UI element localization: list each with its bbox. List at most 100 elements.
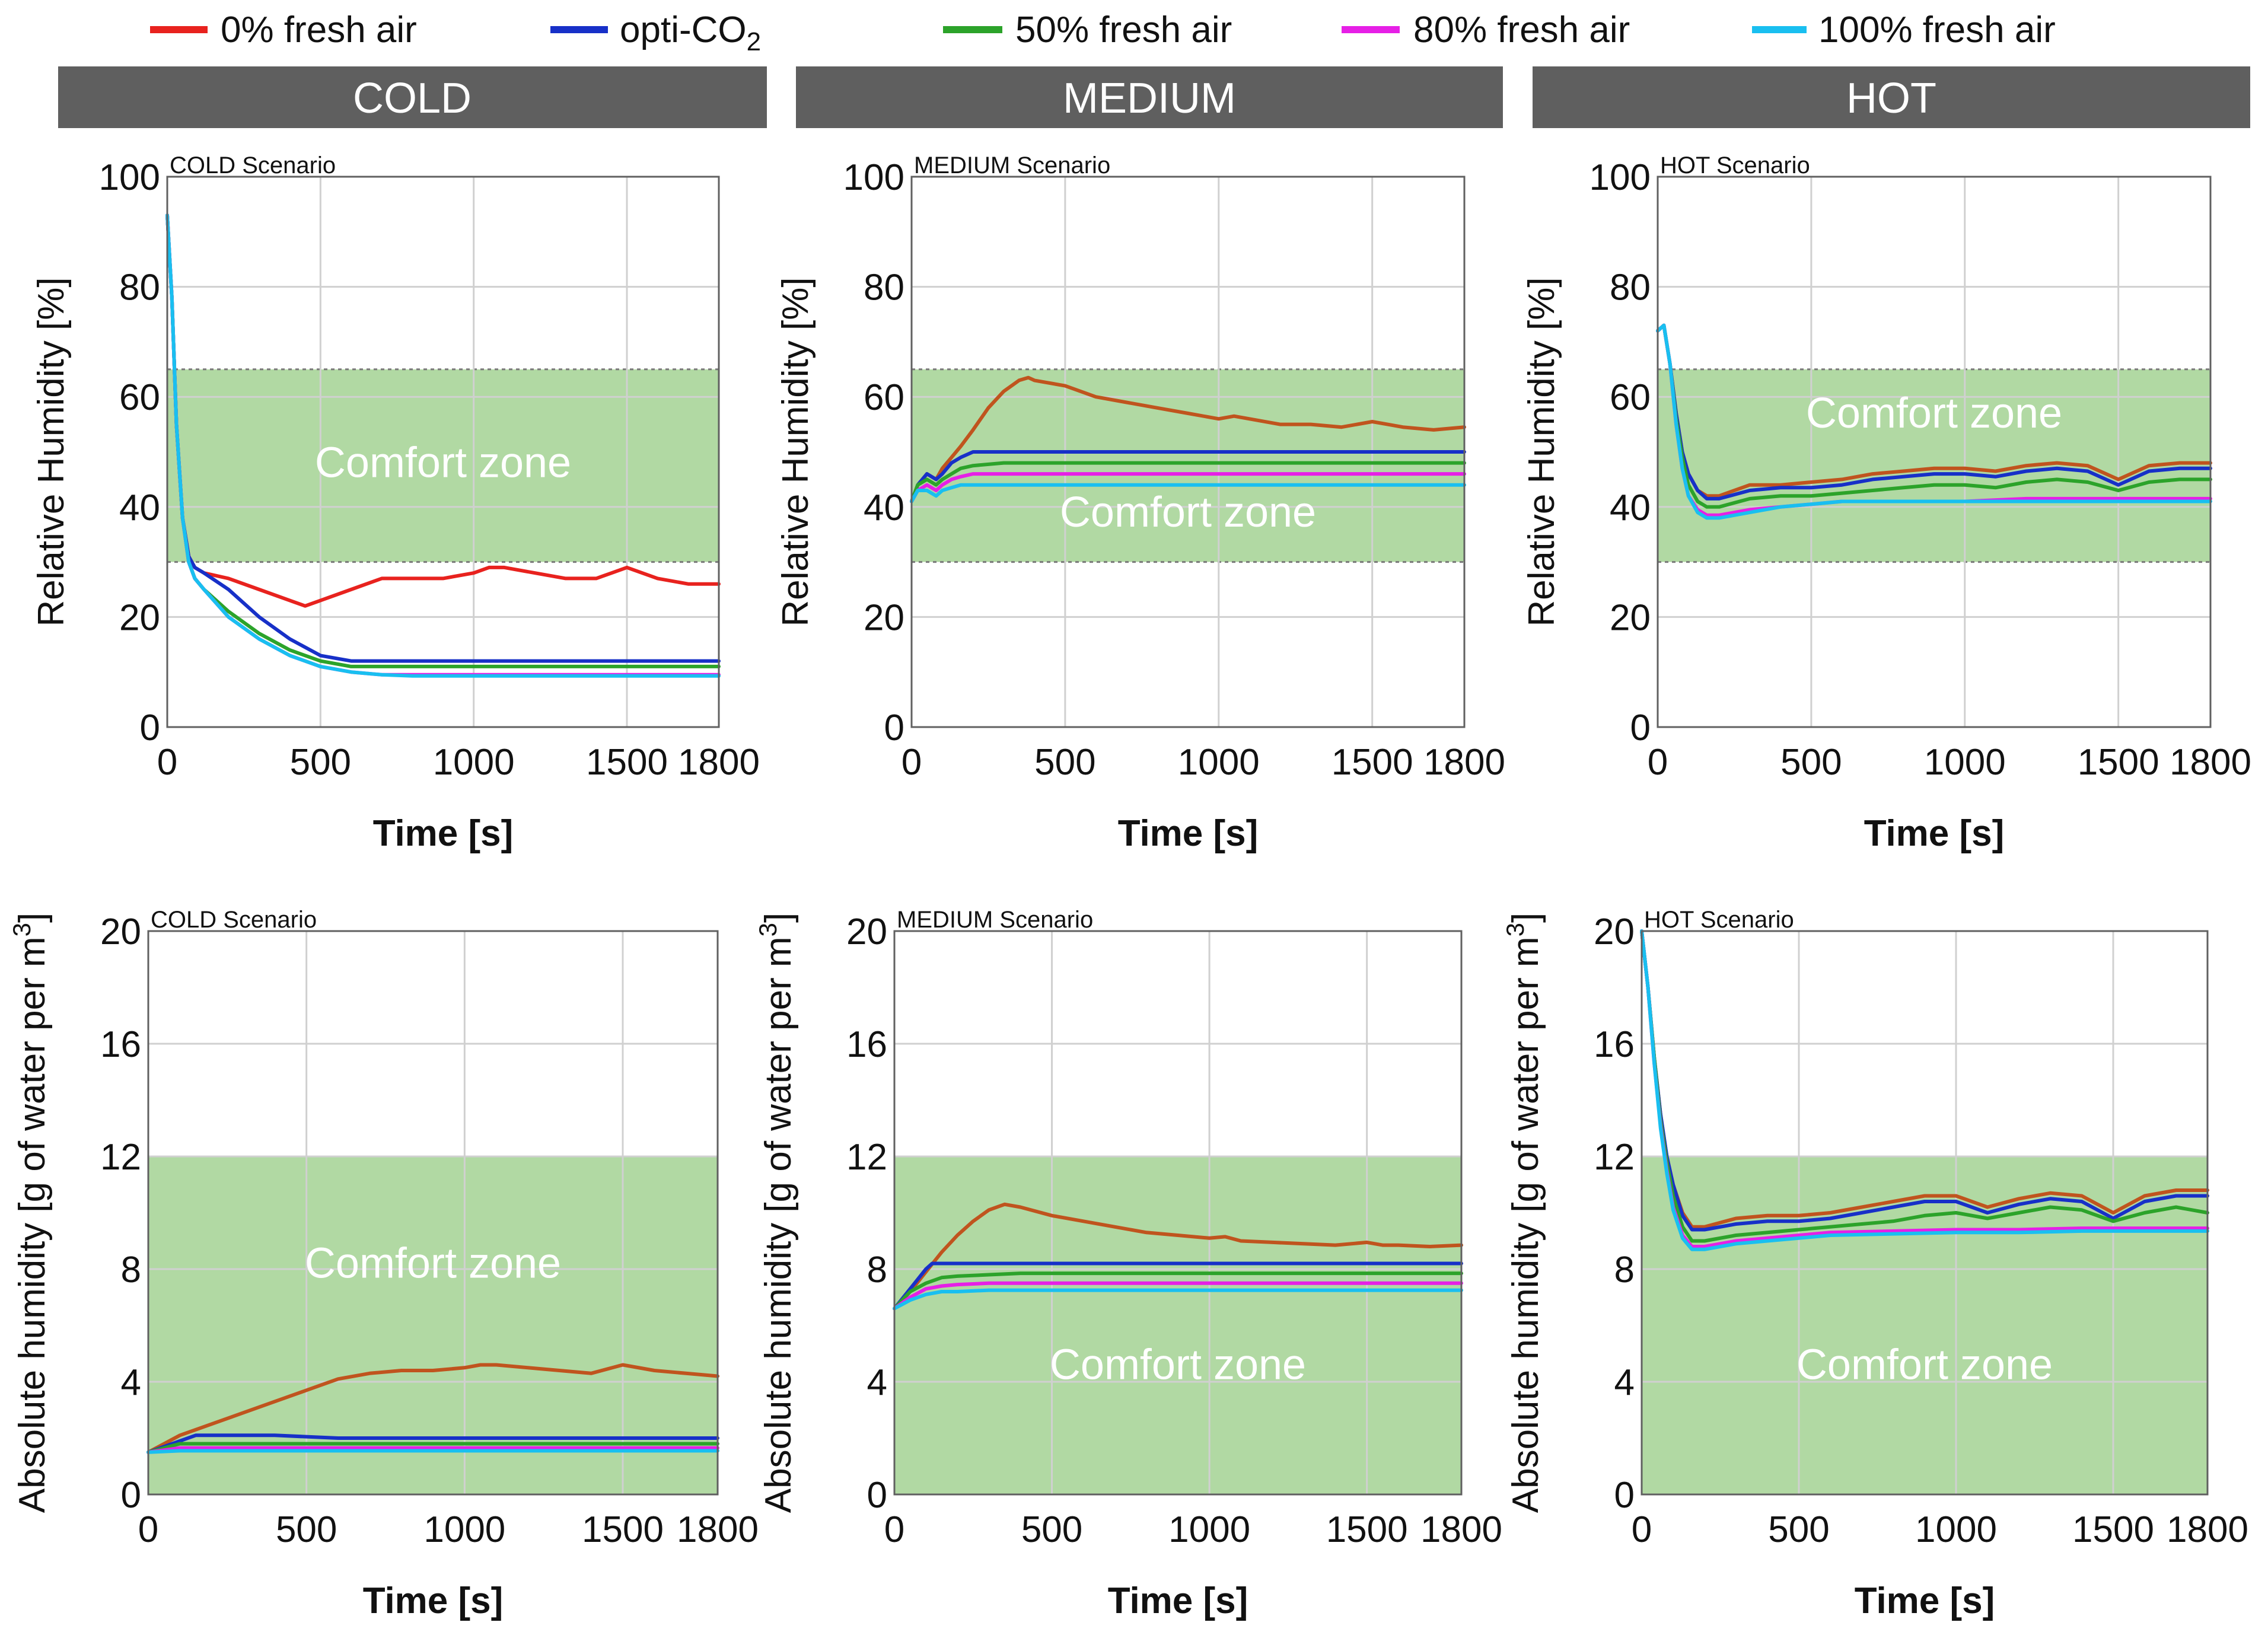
legend-item-2: 50% fresh air (943, 9, 1232, 50)
x-tick-label-3: 1500 (1332, 742, 1413, 783)
comfort-zone-label: Comfort zone (305, 1240, 561, 1287)
x-tick-label-0: 0 (1648, 742, 1668, 783)
x-tick-label-1: 500 (290, 742, 351, 783)
chart-title: HOT Scenario (1644, 907, 1794, 933)
series-lines (1640, 929, 2209, 1251)
legend-item-4: 100% fresh air (1752, 9, 2056, 50)
x-axis-label: Time [s] (1108, 1580, 1248, 1621)
x-ticks: 0 500 1000 1500 1800 (138, 1509, 759, 1550)
x-tick-label-4: 1800 (1420, 1509, 1502, 1550)
legend-label-4-main: 100% fresh air (1818, 9, 2056, 50)
x-tick-label-0: 0 (157, 742, 177, 783)
y-axis-label-sup: 3 (754, 923, 782, 936)
y-tick-label-2: 8 (1614, 1250, 1635, 1290)
x-tick-label-3: 1500 (1326, 1509, 1408, 1550)
series-line-2 (910, 461, 1466, 503)
series-line-2 (146, 1442, 719, 1454)
x-tick-label-2: 1000 (1924, 742, 2006, 783)
legend-label-0: 0% fresh air (221, 9, 417, 50)
y-axis-label: Absolute humidity [g of water per m3] (1501, 913, 1546, 1513)
x-tick-label-3: 1500 (582, 1509, 664, 1550)
panel-cold-relative: 0 500 1000 1500 1800 0 20 40 60 80 100 COLD Scena… (31, 152, 760, 854)
y-tick-label-2: 8 (867, 1250, 887, 1290)
x-tick-label-4: 1800 (677, 1509, 759, 1550)
legend-item-1: opti-CO2 (550, 9, 761, 56)
y-tick-label-1: 4 (1614, 1362, 1635, 1403)
y-tick-label-3: 12 (846, 1137, 887, 1178)
y-ticks: 0 4 8 12 16 20 (100, 911, 141, 1516)
series-line-3 (893, 1281, 1463, 1311)
legend-label-4: 100% fresh air (1818, 9, 2056, 50)
y-tick-label-0: 0 (121, 1475, 141, 1516)
legend-label-1-sub: 2 (747, 27, 761, 56)
x-tick-label-3: 1500 (2072, 1509, 2154, 1550)
y-ticks: 0 20 40 60 80 100 (1589, 157, 1651, 748)
x-tick-label-2: 1000 (433, 742, 515, 783)
y-ticks: 0 20 40 60 80 100 (99, 157, 160, 748)
panel-cold-absolute: 0 500 1000 1500 1800 0 4 8 12 16 20 COLD Scenario… (8, 907, 759, 1621)
y-tick-label-5: 100 (1589, 157, 1651, 198)
y-tick-label-5: 20 (846, 911, 887, 952)
series-lines (1656, 323, 2212, 520)
y-tick-label-1: 4 (867, 1362, 887, 1403)
y-tick-label-4: 16 (846, 1024, 887, 1065)
comfort-zone-label: Comfort zone (1796, 1341, 2053, 1389)
y-tick-label-2: 40 (1610, 487, 1651, 528)
series-line-0 (146, 1363, 719, 1454)
comfort-zone-label: Comfort zone (315, 439, 571, 487)
series-lines (893, 1202, 1463, 1311)
y-axis-label-sup: 3 (8, 923, 36, 936)
y-axis-label-end: ] (758, 913, 799, 923)
plot-frame (1641, 930, 2209, 1496)
y-tick-label-1: 4 (121, 1362, 141, 1403)
y-tick-label-3: 60 (864, 377, 904, 418)
x-ticks: 0 500 1000 1500 1800 (1648, 742, 2251, 783)
y-ticks: 0 4 8 12 16 20 (1594, 911, 1635, 1516)
series-line-1 (893, 1261, 1463, 1311)
x-axis-label: Time [s] (363, 1580, 504, 1621)
x-tick-label-0: 0 (138, 1509, 158, 1550)
chart-title: COLD Scenario (170, 152, 336, 179)
comfort-zone-label: Comfort zone (1050, 1341, 1306, 1389)
panel-hot-relative: 0 500 1000 1500 1800 0 20 40 60 80 100 HOT Scenar… (1521, 152, 2251, 854)
x-ticks: 0 500 1000 1500 1800 (884, 1509, 1502, 1550)
chart-title: MEDIUM Scenario (914, 152, 1110, 179)
series-lines (910, 375, 1466, 503)
header-label-hot: HOT (1846, 75, 1936, 122)
panel-medium-absolute: 0 500 1000 1500 1800 0 4 8 12 16 20 MEDIUM Scenar… (754, 907, 1502, 1621)
series-line-0 (910, 375, 1466, 503)
series-line-1 (146, 1433, 719, 1454)
y-axis-label-end: ] (12, 913, 53, 923)
series-line-4 (910, 483, 1466, 503)
x-tick-label-1: 500 (1021, 1509, 1082, 1550)
y-tick-label-3: 12 (1594, 1137, 1635, 1178)
x-tick-label-2: 1000 (1178, 742, 1260, 783)
x-tick-label-0: 0 (884, 1509, 904, 1550)
x-ticks: 0 500 1000 1500 1800 (157, 742, 760, 783)
y-tick-label-5: 100 (843, 157, 904, 198)
x-tick-label-1: 500 (276, 1509, 337, 1550)
legend-label-2: 50% fresh air (1015, 9, 1232, 50)
series-lines (165, 213, 721, 678)
column-headers: COLD MEDIUM HOT (58, 66, 2250, 128)
y-tick-label-3: 12 (100, 1137, 141, 1178)
y-tick-label-4: 16 (1594, 1024, 1635, 1065)
y-tick-label-2: 40 (864, 487, 904, 528)
header-label-medium: MEDIUM (1063, 75, 1236, 122)
y-axis-label-main: Absolute humidity [g of water per m (12, 936, 53, 1513)
series-line-4 (1640, 929, 2209, 1251)
x-tick-label-2: 1000 (1915, 1509, 1997, 1550)
y-tick-label-4: 80 (119, 267, 160, 308)
y-tick-label-4: 16 (100, 1024, 141, 1065)
x-tick-label-1: 500 (1768, 1509, 1829, 1550)
y-tick-label-5: 20 (100, 911, 141, 952)
series-lines (146, 1363, 719, 1454)
x-ticks: 0 500 1000 1500 1800 (1632, 1509, 2248, 1550)
chart-title: HOT Scenario (1660, 152, 1810, 179)
y-tick-label-0: 0 (884, 707, 904, 748)
series-line-3 (910, 472, 1466, 503)
x-tick-label-4: 1800 (678, 742, 760, 783)
y-tick-label-2: 8 (121, 1250, 141, 1290)
legend: 0% fresh air opti-CO2 50% fresh air 80% … (150, 9, 2056, 56)
